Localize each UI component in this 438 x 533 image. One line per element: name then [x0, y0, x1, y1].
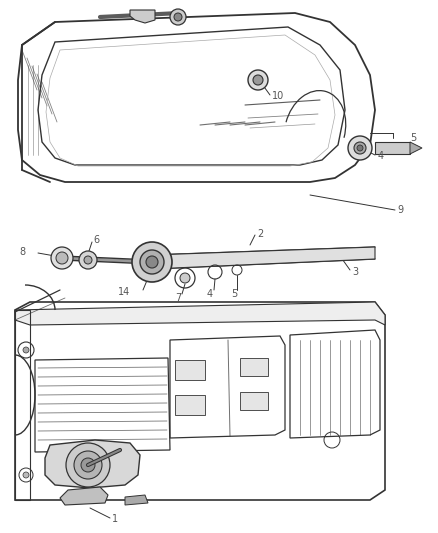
Polygon shape — [60, 487, 108, 505]
Circle shape — [51, 247, 73, 269]
Circle shape — [79, 251, 97, 269]
Circle shape — [170, 9, 186, 25]
Bar — [375, 142, 410, 154]
Polygon shape — [15, 302, 385, 325]
Text: 6: 6 — [93, 235, 99, 245]
Circle shape — [84, 256, 92, 264]
Polygon shape — [125, 495, 148, 505]
Bar — [240, 392, 268, 410]
Text: 5: 5 — [410, 133, 416, 143]
Polygon shape — [130, 10, 155, 23]
Circle shape — [81, 458, 95, 472]
Circle shape — [140, 250, 164, 274]
Polygon shape — [410, 142, 422, 154]
Circle shape — [146, 256, 158, 268]
Text: 2: 2 — [257, 229, 263, 239]
Circle shape — [357, 145, 363, 151]
Text: 7: 7 — [175, 293, 181, 303]
Text: 4: 4 — [378, 151, 384, 161]
Text: 3: 3 — [352, 267, 358, 277]
Text: 10: 10 — [272, 91, 284, 101]
Polygon shape — [152, 247, 375, 269]
Circle shape — [132, 242, 172, 282]
Bar — [240, 358, 268, 376]
Text: 9: 9 — [397, 205, 403, 215]
Circle shape — [56, 252, 68, 264]
Text: 4: 4 — [207, 289, 213, 299]
Circle shape — [253, 75, 263, 85]
Bar — [175, 360, 205, 380]
Text: 14: 14 — [118, 287, 130, 297]
Circle shape — [180, 273, 190, 283]
Circle shape — [23, 347, 29, 353]
Circle shape — [354, 142, 366, 154]
Bar — [175, 395, 205, 415]
Circle shape — [23, 472, 29, 478]
Circle shape — [348, 136, 372, 160]
Text: 8: 8 — [19, 247, 25, 257]
Text: 5: 5 — [231, 289, 237, 299]
Polygon shape — [45, 440, 140, 488]
Circle shape — [174, 13, 182, 21]
Circle shape — [248, 70, 268, 90]
Circle shape — [74, 451, 102, 479]
Circle shape — [66, 443, 110, 487]
Text: 1: 1 — [112, 514, 118, 524]
